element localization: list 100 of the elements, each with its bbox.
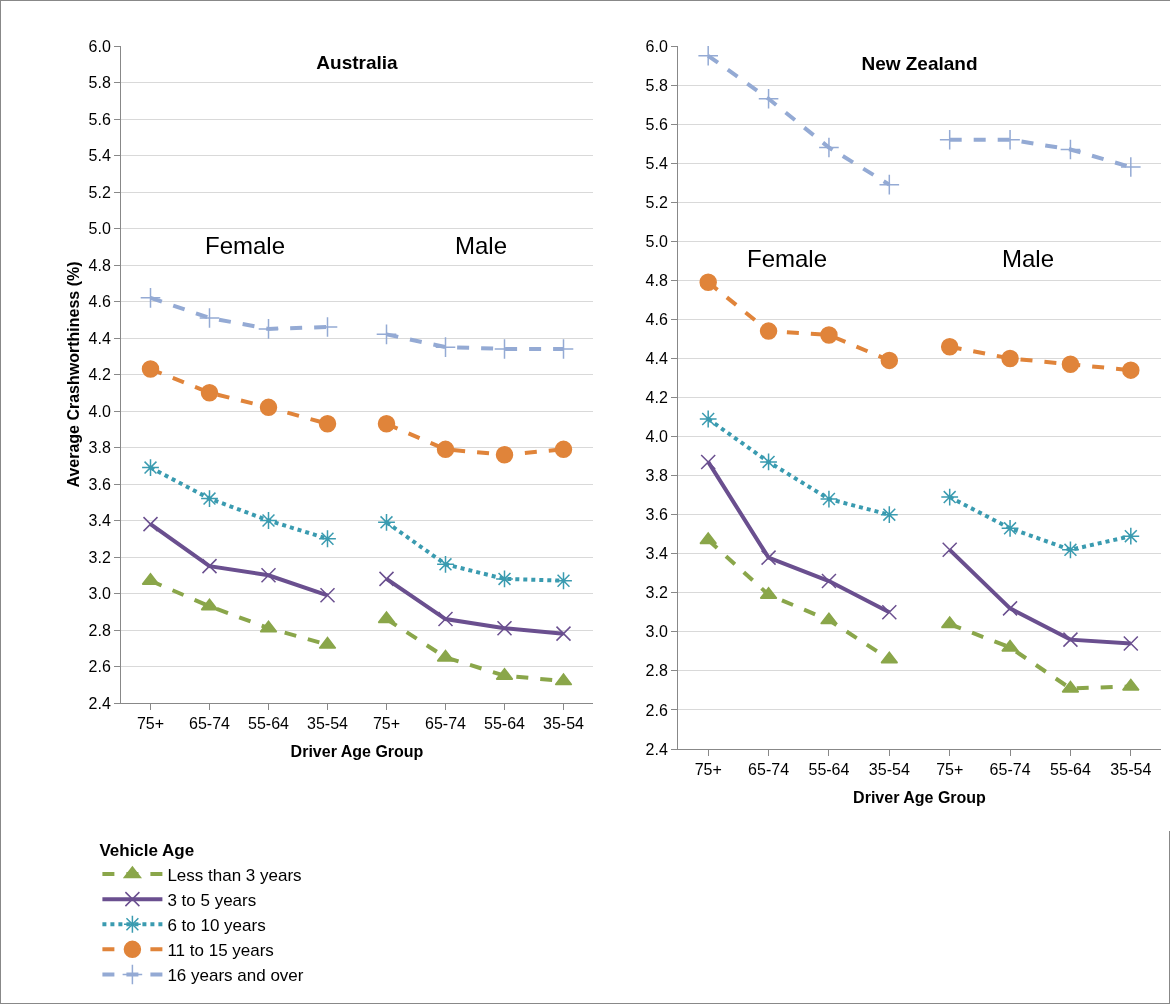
point xyxy=(1122,361,1140,379)
point xyxy=(260,567,277,583)
point xyxy=(259,511,278,530)
point xyxy=(201,558,218,574)
point xyxy=(1121,527,1140,546)
y-tick-label: 5.6 xyxy=(88,110,111,128)
y-tick-label: 2.6 xyxy=(88,658,111,676)
point xyxy=(1061,355,1080,374)
point xyxy=(259,398,278,417)
x-tick-label: 35-54 xyxy=(1110,761,1152,779)
y-tick-label: 5.4 xyxy=(645,154,668,172)
point xyxy=(496,620,513,636)
x-tick-label: 55-64 xyxy=(1049,761,1091,779)
y-tick-label: 5.0 xyxy=(645,232,668,250)
legend-label: 16 years and over xyxy=(167,966,304,986)
y-tick-label: 5.2 xyxy=(88,183,111,201)
y-tick-label: 6.0 xyxy=(88,37,111,55)
point xyxy=(759,452,778,472)
point xyxy=(1000,519,1020,538)
point xyxy=(141,458,160,477)
point xyxy=(198,307,221,329)
legend-label: Less than 3 years xyxy=(167,865,302,885)
y-tick-label: 4.2 xyxy=(645,389,668,407)
point xyxy=(1061,540,1080,559)
y-tick-label: 5.0 xyxy=(88,220,111,238)
point xyxy=(318,529,337,548)
x-tick-label: 75+ xyxy=(372,715,401,733)
x-tick-label: 65-74 xyxy=(425,715,467,733)
y-tick-label: 5.4 xyxy=(88,147,111,165)
x-tick-label: 35-54 xyxy=(307,715,349,733)
point xyxy=(700,454,716,470)
point xyxy=(436,555,455,574)
point xyxy=(200,489,219,508)
y-tick-label: 4.6 xyxy=(88,293,111,311)
x-tick-label: 55-64 xyxy=(484,715,526,733)
chart-title: Australia xyxy=(316,52,399,74)
point xyxy=(1001,349,1019,368)
x-tick-label: 55-64 xyxy=(248,715,290,733)
point xyxy=(940,487,959,507)
point xyxy=(941,542,958,558)
y-tick-label: 4.2 xyxy=(88,366,111,384)
point xyxy=(200,384,219,402)
y-tick-label: 4.6 xyxy=(645,310,668,328)
point xyxy=(820,612,838,625)
x-axis-title: Driver Age Group xyxy=(290,742,424,760)
y-tick-label: 3.6 xyxy=(88,475,111,493)
y-tick-label: 6.0 xyxy=(645,37,668,55)
y-tick-label: 2.8 xyxy=(88,621,111,639)
y-tick-label: 4.0 xyxy=(88,402,111,420)
y-tick-label: 2.8 xyxy=(645,662,668,680)
x-axis-title: Driver Age Group xyxy=(853,788,987,806)
x-tick-label: 55-64 xyxy=(808,761,850,779)
y-tick-label: 4.0 xyxy=(645,428,668,446)
y-tick-label: 4.4 xyxy=(645,350,668,368)
point xyxy=(699,273,717,292)
point xyxy=(697,45,719,67)
annotation: Male xyxy=(1002,245,1055,272)
point xyxy=(555,625,572,642)
y-tick-label: 5.8 xyxy=(88,74,111,92)
legend-title: Vehicle Age xyxy=(99,841,195,861)
point xyxy=(378,571,395,587)
point xyxy=(375,323,398,345)
y-tick-label: 3.0 xyxy=(645,623,668,641)
point xyxy=(1120,156,1142,178)
point xyxy=(436,440,455,459)
chart-title: New Zealand xyxy=(861,52,978,74)
y-tick-label: 4.8 xyxy=(88,256,111,274)
point xyxy=(758,88,780,110)
x-tick-label: 65-74 xyxy=(989,761,1031,779)
legend-label: 3 to 5 years xyxy=(167,890,257,910)
y-tick-label: 4.4 xyxy=(88,329,111,347)
point xyxy=(495,446,514,464)
x-tick-label: 65-74 xyxy=(748,761,790,779)
x-tick-label: 35-54 xyxy=(868,761,910,779)
point xyxy=(699,409,718,429)
annotation: Male xyxy=(455,232,508,259)
y-tick-label: 3.8 xyxy=(88,439,111,457)
legend-label: 6 to 10 years xyxy=(167,915,266,935)
y-tick-label: 2.4 xyxy=(645,740,668,758)
point xyxy=(1059,138,1081,161)
y-tick-label: 3.2 xyxy=(645,584,668,602)
y-tick-label: 3.0 xyxy=(88,585,111,603)
point xyxy=(760,549,777,566)
point xyxy=(377,513,396,532)
point xyxy=(319,587,336,604)
y-tick-label: 3.4 xyxy=(645,545,668,563)
point xyxy=(437,611,454,627)
point xyxy=(880,351,899,370)
point xyxy=(819,489,839,509)
point xyxy=(818,136,840,159)
point xyxy=(1062,631,1079,648)
y-axis-title: Average Crashworthiness (%) xyxy=(65,261,82,488)
x-tick-label: 35-54 xyxy=(543,715,585,733)
y-tick-label: 5.6 xyxy=(645,115,668,133)
y-tick-label: 5.8 xyxy=(645,76,668,94)
point xyxy=(880,505,899,524)
y-tick-label: 3.4 xyxy=(88,512,111,530)
x-tick-label: 75+ xyxy=(936,761,964,779)
point xyxy=(878,174,900,196)
y-tick-label: 2.4 xyxy=(88,694,111,712)
